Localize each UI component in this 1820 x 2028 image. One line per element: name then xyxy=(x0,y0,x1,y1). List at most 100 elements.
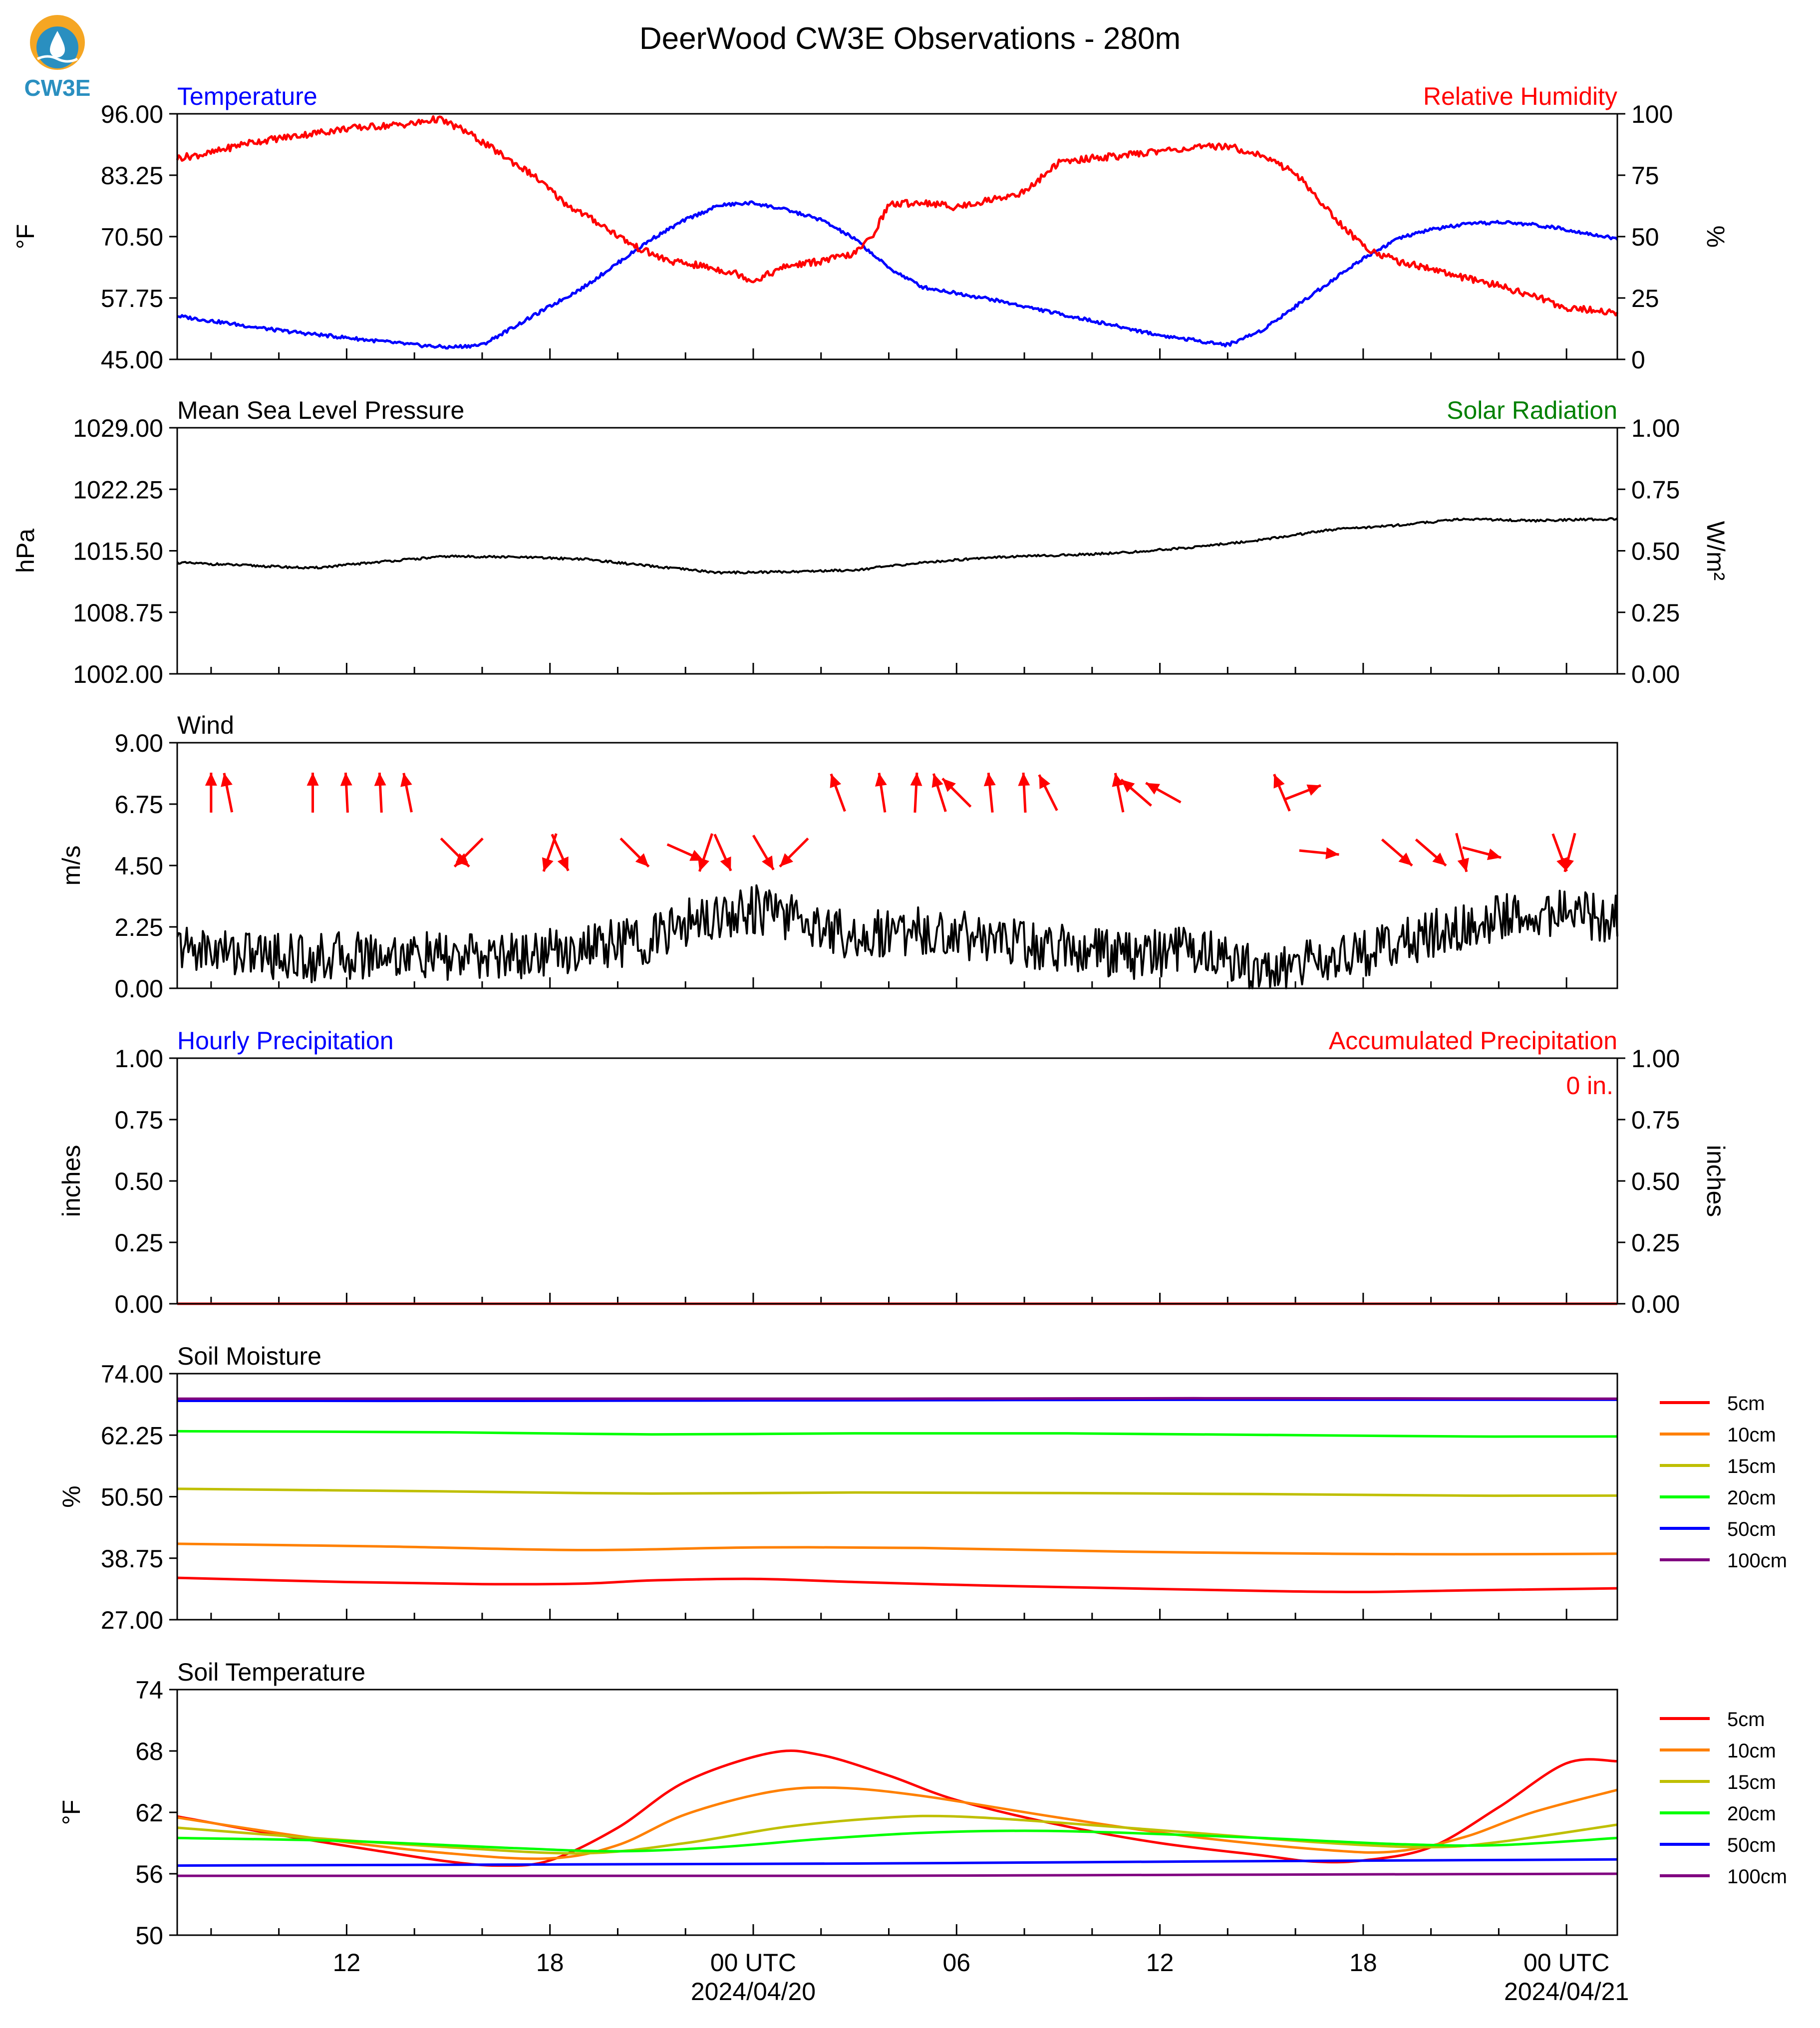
y-tick-label-right: 0.00 xyxy=(1631,660,1680,688)
series-line-10cm xyxy=(177,1542,1618,1556)
x-tick-label: 18 xyxy=(1349,1949,1377,1977)
wind-arrow-head xyxy=(983,773,996,787)
y-tick-label: 1022.25 xyxy=(73,476,163,504)
wind-arrow-head xyxy=(306,773,319,786)
series-line-15cm xyxy=(177,1487,1618,1497)
wind-arrow-head xyxy=(557,856,569,871)
wind-arrow-head xyxy=(1457,858,1469,872)
panel-frame xyxy=(176,1373,1618,1621)
water-drop-icon xyxy=(50,31,65,57)
y-axis-label: inches xyxy=(57,1145,85,1217)
y-tick-label: 1029.00 xyxy=(73,414,163,442)
y-tick-label: 62.25 xyxy=(101,1422,163,1449)
chart-panels: Temperature Relative Humidity 96.00 83.25 70… xyxy=(11,82,1787,2006)
panel-title-left: Temperature xyxy=(177,82,317,110)
wind-arrow-head xyxy=(1112,773,1124,787)
series-line-10cm xyxy=(177,1786,1618,1860)
legend-label: 15cm xyxy=(1727,1771,1776,1793)
x-tick-label: 2024/04/21 xyxy=(1504,1978,1629,2006)
series-line-temperature xyxy=(177,200,1618,350)
y-tick-label: 1.00 xyxy=(115,1045,163,1073)
wind-arrow-head xyxy=(205,773,217,786)
wind-arrow-head xyxy=(1146,783,1160,795)
series-line-100cm xyxy=(177,1397,1618,1400)
y-tick-label: 57.75 xyxy=(101,285,163,312)
y-axis-label: hPa xyxy=(11,529,39,573)
x-tick-label: 00 UTC xyxy=(1523,1949,1609,1977)
wind-arrow-head xyxy=(1039,775,1051,789)
wind-arrow-head xyxy=(780,853,794,867)
wind-arrow-head xyxy=(910,773,922,786)
panel-title-left: Soil Temperature xyxy=(177,1658,365,1686)
y-tick-label-right: 1.00 xyxy=(1631,414,1680,442)
y-tick-label: 27.00 xyxy=(101,1606,163,1634)
series-line-50cm xyxy=(177,1858,1618,1867)
y-tick-label: 0.00 xyxy=(115,975,163,1003)
y-tick-label: 50 xyxy=(135,1922,163,1950)
y-tick-label-right: 0.50 xyxy=(1631,1167,1680,1195)
legend-soil_temperature: 5cm 10cm 15cm 20cm 50cm 100cm xyxy=(1660,1709,1787,1888)
y-tick-label: 70.50 xyxy=(101,223,163,251)
legend-label: 10cm xyxy=(1727,1424,1776,1446)
legend-label: 20cm xyxy=(1727,1803,1776,1825)
y-tick-label: 4.50 xyxy=(115,852,163,880)
legend-label: 15cm xyxy=(1727,1455,1776,1477)
series-line-5cm xyxy=(177,1576,1618,1593)
y-tick-label: 0.50 xyxy=(115,1167,163,1195)
wind-arrow-head xyxy=(1432,853,1446,866)
y-tick-label: 9.00 xyxy=(115,729,163,757)
wind-arrow-head xyxy=(221,773,233,787)
y-axis-label-right: inches xyxy=(1702,1145,1730,1217)
panel-title-left: Wind xyxy=(177,711,234,739)
y-tick-label: 6.75 xyxy=(115,791,163,819)
wind-arrow-head xyxy=(1398,853,1412,866)
wind-arrow-head xyxy=(340,773,352,786)
wind-arrow-head xyxy=(762,855,774,870)
panel-precip: Hourly Precipitation Accumulated Precipit… xyxy=(57,1027,1730,1318)
wind-arrow-head xyxy=(1306,784,1321,796)
series-line-mean-sea-level-pressure xyxy=(176,517,1618,575)
y-tick-label-right: 0.75 xyxy=(1631,1106,1680,1134)
x-tick-label: 12 xyxy=(333,1949,361,1977)
panel-pressure: Mean Sea Level Pressure Solar Radiation 10… xyxy=(11,396,1730,688)
y-tick-label-right: 0.25 xyxy=(1631,599,1680,627)
y-tick-label: 0.25 xyxy=(115,1229,163,1257)
legend-label: 5cm xyxy=(1727,1709,1765,1731)
wind-arrows xyxy=(205,772,1576,872)
panel-title-right: Relative Humidity xyxy=(1423,82,1617,110)
wind-arrow-head xyxy=(942,778,956,792)
wind-arrow-head xyxy=(400,773,412,787)
wind-arrow-head xyxy=(698,857,709,871)
y-tick-label: 1008.75 xyxy=(73,599,163,627)
legend-label: 100cm xyxy=(1727,1866,1787,1888)
series-line-relative-humidity xyxy=(176,115,1619,316)
legend-soil_moisture: 5cm 10cm 15cm 20cm 50cm 100cm xyxy=(1660,1393,1787,1572)
wind-arrow-head xyxy=(1018,773,1030,786)
panel-frame xyxy=(176,1689,1618,1936)
panel-frame xyxy=(176,427,1618,675)
legend-label: 10cm xyxy=(1727,1740,1776,1762)
y-tick-label: 56 xyxy=(135,1860,163,1888)
y-tick-label-right: 100 xyxy=(1631,100,1673,128)
y-axis-label: % xyxy=(57,1485,85,1507)
y-axis-label: °F xyxy=(11,224,39,250)
y-tick-label: 74.00 xyxy=(101,1360,163,1388)
y-tick-label-right: 0.50 xyxy=(1631,538,1680,566)
logo-wave xyxy=(36,55,78,63)
legend-label: 50cm xyxy=(1727,1518,1776,1540)
x-tick-label: 18 xyxy=(536,1949,564,1977)
y-tick-label-right: 0.00 xyxy=(1631,1290,1680,1318)
wind-arrow-head xyxy=(542,857,554,871)
panel-title-right: Solar Radiation xyxy=(1447,396,1617,424)
panel-frame xyxy=(176,113,1618,360)
wind-arrow-head xyxy=(931,773,943,788)
wind-arrow-head xyxy=(454,853,468,867)
x-tick-label: 2024/04/20 xyxy=(691,1978,816,2006)
y-axis-label: °F xyxy=(57,1800,85,1825)
legend-label: 20cm xyxy=(1727,1487,1776,1509)
panel-title-left: Soil Moisture xyxy=(177,1342,321,1370)
y-tick-label: 38.75 xyxy=(101,1545,163,1573)
wind-arrow-head xyxy=(1325,847,1339,860)
y-tick-label: 45.00 xyxy=(101,346,163,374)
panel-wind: Wind 9.00 6.75 4.50 2.25 0.00 m/s xyxy=(57,711,1618,1003)
